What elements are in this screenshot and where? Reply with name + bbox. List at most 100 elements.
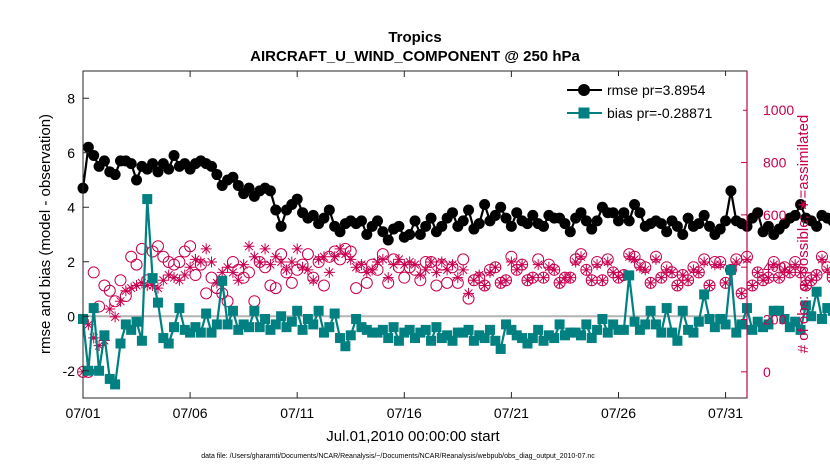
bias-point	[736, 319, 747, 330]
bias-point	[693, 316, 704, 327]
assimilated-point	[805, 274, 817, 286]
bias-point	[404, 324, 415, 335]
rmse-point	[655, 218, 667, 230]
possible-point	[243, 266, 255, 279]
bias-point	[335, 333, 346, 344]
bias-point	[608, 319, 619, 330]
bias-point	[549, 333, 560, 344]
bias-point	[126, 324, 137, 335]
assimilated-point	[125, 282, 137, 294]
bias-point	[597, 313, 608, 324]
rmse-point	[291, 193, 303, 205]
assimilated-point	[243, 240, 255, 252]
assimilated-point	[730, 256, 742, 268]
assimilated-point	[693, 266, 705, 278]
assimilated-point	[120, 285, 132, 297]
bias-point	[270, 319, 281, 330]
legend-rmse-marker	[578, 84, 590, 96]
bias-point	[468, 335, 479, 346]
legend-rmse-label: rmse pr=3.8954	[607, 82, 706, 98]
assimilated-point	[548, 264, 560, 276]
assimilated-point	[768, 259, 780, 271]
assimilated-point	[329, 251, 341, 263]
series-rmse	[77, 141, 830, 246]
assimilated-point	[618, 269, 630, 281]
rmse-point	[575, 207, 587, 219]
rmse-point	[457, 215, 469, 227]
bias-point	[249, 305, 260, 316]
assimilated-point	[538, 272, 550, 284]
bias-point	[613, 324, 624, 335]
assimilated-point	[639, 264, 651, 276]
assimilated-point	[436, 256, 448, 268]
rmse-point	[661, 226, 673, 238]
bias-point	[174, 303, 185, 314]
bias-point	[517, 333, 528, 344]
rmse-point	[473, 218, 485, 230]
rmse-point	[511, 207, 523, 219]
bias-point	[629, 316, 640, 327]
bias-point	[415, 327, 426, 338]
rmse-point	[629, 199, 641, 211]
assimilated-point	[222, 261, 234, 273]
rmse-point	[307, 209, 319, 221]
assimilated-point	[104, 303, 116, 315]
bias-point	[292, 305, 303, 316]
assimilated-point	[355, 259, 367, 271]
bias-point	[795, 324, 806, 335]
bias-point	[458, 327, 469, 338]
rmse-point	[318, 212, 330, 224]
bias-point	[656, 327, 667, 338]
legend: rmse pr=3.8954 bias pr=-0.28871	[560, 76, 743, 126]
rmse-point	[677, 229, 689, 240]
bias-point	[431, 322, 442, 333]
y-right-tick-label: 400	[763, 259, 787, 275]
rmse-point	[152, 166, 164, 178]
rmse-point	[243, 182, 255, 194]
legend-bias-label: bias pr=-0.28871	[607, 105, 713, 121]
assimilated-point	[580, 264, 592, 276]
assimilated-point	[596, 274, 608, 286]
bias-point	[136, 335, 147, 346]
assimilated-point	[238, 259, 250, 271]
assimilated-point	[714, 259, 726, 271]
possible-point	[826, 272, 830, 284]
possible-point	[269, 282, 282, 295]
assimilated-point	[211, 277, 223, 289]
bias-point	[731, 327, 742, 338]
bias-point	[152, 297, 163, 308]
bias-point	[640, 319, 651, 330]
rmse-point	[495, 201, 507, 213]
rmse-point	[227, 171, 239, 183]
assimilated-point	[463, 287, 475, 299]
assimilated-point	[334, 243, 346, 255]
assimilated-point	[291, 243, 303, 255]
bias-point	[169, 322, 180, 333]
bias-point	[800, 300, 811, 311]
y-axis-label: rmse and bias (model - observation)	[37, 114, 54, 354]
bias-point	[667, 327, 678, 338]
assimilated-point	[189, 253, 201, 265]
bias-point	[827, 305, 830, 316]
assimilated-point	[720, 277, 732, 289]
assimilated-point	[286, 256, 298, 268]
rmse-point	[404, 229, 416, 240]
assimilated-point	[811, 269, 823, 281]
bias-point	[592, 324, 603, 335]
assimilated-point	[254, 256, 266, 268]
assimilated-point	[313, 253, 325, 265]
rmse-point	[505, 220, 517, 232]
assimilated-point	[147, 280, 159, 292]
bias-point	[522, 338, 533, 349]
assimilated-point	[388, 259, 400, 271]
assimilated-point	[629, 253, 641, 265]
rmse-point	[393, 220, 405, 232]
rmse-point	[463, 204, 475, 216]
y-tick-label: 4	[67, 199, 75, 215]
bias-point	[436, 333, 447, 344]
y-tick-label: 0	[67, 308, 75, 324]
assimilated-point	[468, 274, 480, 286]
rmse-point	[147, 158, 159, 170]
bias-point	[806, 311, 817, 322]
